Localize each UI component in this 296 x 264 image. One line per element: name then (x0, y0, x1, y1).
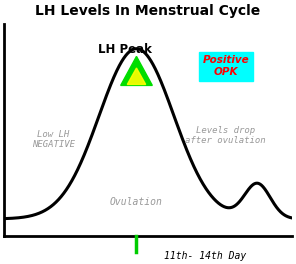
Title: LH Levels In Menstrual Cycle: LH Levels In Menstrual Cycle (36, 4, 260, 18)
Text: Levels drop
after ovulation: Levels drop after ovulation (185, 126, 266, 145)
Text: Ovulation: Ovulation (110, 196, 163, 206)
Text: Positive
OPK: Positive OPK (202, 55, 249, 77)
Polygon shape (127, 68, 146, 84)
Polygon shape (121, 56, 152, 86)
Text: Low LH
NEGATIVE: Low LH NEGATIVE (32, 130, 75, 149)
Text: 11th- 14th Day: 11th- 14th Day (164, 251, 247, 261)
Text: LH Peak: LH Peak (98, 43, 152, 56)
